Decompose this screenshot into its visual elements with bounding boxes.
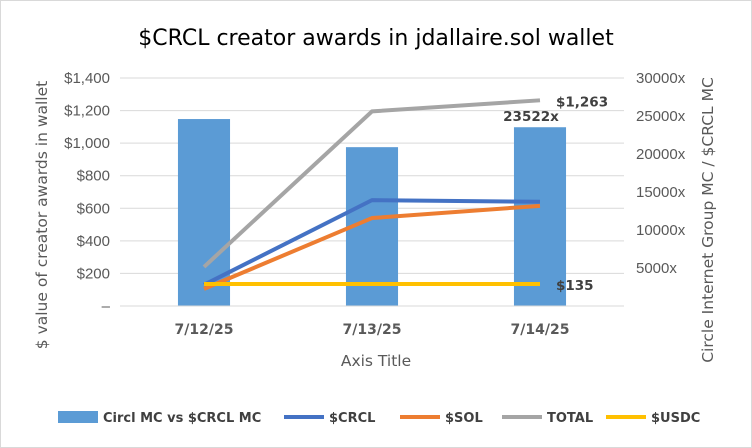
chart-title: $CRCL creator awards in jdallaire.sol wa… xyxy=(138,26,614,51)
legend-label: $CRCL xyxy=(329,411,375,426)
y-tick-label: $800 xyxy=(77,168,110,185)
legend: Circl MC vs $CRCL MC $CRCL $SOL TOTAL $USDC xyxy=(58,411,700,426)
y2-tick-label: 30000x xyxy=(636,70,686,87)
y2-tick-label: 25000x xyxy=(636,108,686,125)
series-line xyxy=(203,198,541,287)
line-data-label: $1,263 xyxy=(556,94,608,110)
bar-series xyxy=(177,119,567,306)
legend-label: TOTAL xyxy=(547,411,593,426)
y-tick-label: $200 xyxy=(77,265,110,282)
y2-tick-label: 20000x xyxy=(636,146,686,163)
y-tick-label: $600 xyxy=(77,200,110,217)
axes: – $200 $400 $600 $800 $1,000 $1,200 $1,400 5000x… xyxy=(64,70,686,338)
legend-label: $USDC xyxy=(651,411,700,426)
x-tick-label: 7/14/25 xyxy=(511,322,570,338)
line-data-label: $135 xyxy=(556,278,594,294)
y2-tick-label: 15000x xyxy=(636,184,686,201)
y-tick-label: $400 xyxy=(77,233,110,250)
y-tick-label: – xyxy=(102,298,111,315)
bar-data-label: 23522x xyxy=(503,109,559,125)
y-tick-label: $1,000 xyxy=(64,135,110,152)
y-tick-label: $1,200 xyxy=(64,103,110,120)
y2-tick-label: 10000x xyxy=(636,222,686,239)
series-line xyxy=(202,98,541,269)
series-line xyxy=(203,203,541,291)
y-tick-label: $1,400 xyxy=(64,70,110,87)
y2-tick-label: 5000x xyxy=(636,260,677,277)
legend-label: Circl MC vs $CRCL MC xyxy=(103,411,261,426)
bar xyxy=(513,127,567,306)
y2-axis-title: Circle Internet Group MC / $CRCL MC xyxy=(699,77,717,363)
y-axis-title: $ value of creator awards in wallet xyxy=(33,81,51,349)
data-labels: 23522x$1,263 $135 xyxy=(503,94,608,294)
line-series xyxy=(202,98,541,291)
x-tick-label: 7/13/25 xyxy=(343,322,402,338)
x-tick-label: 7/12/25 xyxy=(175,322,234,338)
x-axis-title: Axis Title xyxy=(341,352,411,370)
legend-label: $SOL xyxy=(445,411,483,426)
bar xyxy=(177,119,231,306)
legend-swatch xyxy=(58,411,98,423)
